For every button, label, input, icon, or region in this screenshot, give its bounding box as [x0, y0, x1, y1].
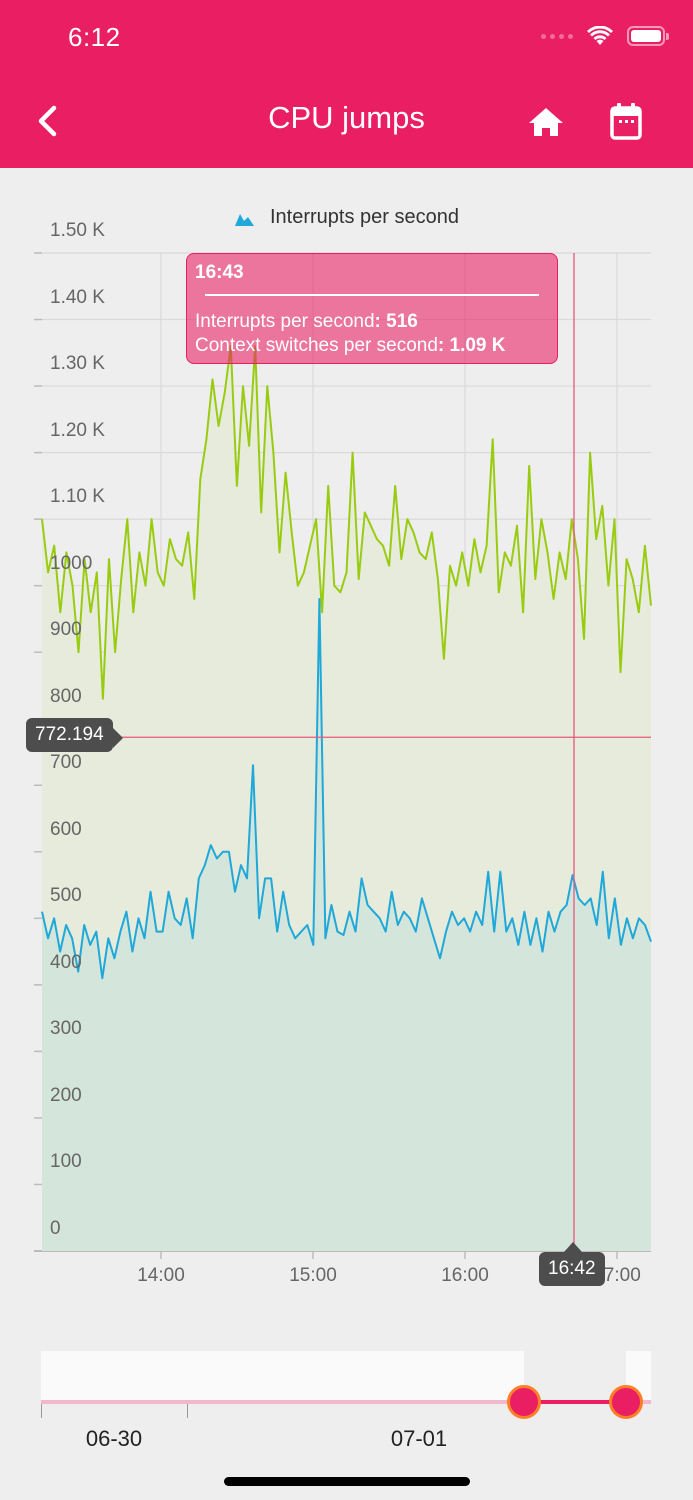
status-time: 6:12 [68, 22, 121, 52]
y-tick-label: 200 [50, 1084, 82, 1106]
line-chart[interactable] [0, 168, 693, 1328]
area-chart-icon [235, 213, 254, 226]
navigator-tick [187, 1404, 188, 1418]
page-title: CPU jumps [268, 100, 425, 135]
y-tick-label: 700 [50, 752, 82, 774]
tooltip-row-interrupts: Interrupts per second: 516 [195, 311, 418, 332]
calendar-icon [610, 103, 642, 140]
home-button[interactable] [525, 102, 567, 142]
y-tick-label: 1000 [50, 552, 93, 574]
y-tick-label: 100 [50, 1151, 82, 1173]
navigator-handle-left[interactable] [507, 1385, 541, 1419]
navigator-selected-range[interactable] [524, 1400, 626, 1404]
navigator-label: 07-01 [390, 1426, 448, 1451]
y-tick-label: 300 [50, 1018, 82, 1040]
cell-signal-icon [541, 33, 573, 39]
calendar-button[interactable] [605, 100, 647, 144]
chart-area[interactable]: Interrupts per second 0 100 200 300 400 500 60… [0, 168, 693, 1328]
tooltip-time: 16:43 [195, 262, 244, 283]
x-tick-label: 15:00 [289, 1265, 337, 1286]
back-button[interactable] [30, 98, 70, 144]
y-tick-label: 0 [50, 1218, 61, 1239]
series-areas [41, 345, 652, 1252]
y-tick-label: 900 [50, 619, 82, 641]
crosshair-y-label: 772.194 [26, 718, 123, 752]
x-tick-label: 14:00 [137, 1265, 185, 1286]
navigator-unselected-left [41, 1351, 524, 1403]
legend-label: Interrupts per second [270, 206, 459, 228]
crosshair-x-label: 16:42 [539, 1242, 605, 1286]
y-tick-label: 800 [50, 685, 82, 707]
battery-icon [627, 26, 669, 46]
y-tick-label: 600 [50, 818, 82, 840]
y-tick-label: 400 [50, 951, 82, 973]
home-indicator [224, 1477, 470, 1486]
y-tick-label: 1.30 K [50, 353, 105, 375]
chart-legend[interactable]: Interrupts per second [0, 206, 693, 229]
navigator-label: 06-30 [85, 1426, 143, 1451]
navigator-track[interactable] [41, 1400, 651, 1404]
y-tick-label: 1.50 K [50, 220, 105, 241]
home-icon [529, 108, 563, 136]
chevron-left-icon [38, 105, 57, 137]
crosshair-lines [118, 253, 651, 1247]
app-header: 6:12 CPU jumps [0, 0, 693, 168]
navigator-tick [41, 1404, 42, 1418]
x-tick-label: 16:00 [441, 1265, 489, 1286]
tooltip-divider [205, 294, 539, 296]
y-tick-label: 1.20 K [50, 419, 105, 441]
status-icons [541, 26, 669, 46]
tooltip-row-context-switches: Context switches per second: 1.09 K [195, 335, 506, 356]
y-tick-label: 1.40 K [50, 286, 105, 308]
data-tooltip: 16:43 Interrupts per second: 516 Context… [186, 253, 558, 364]
range-navigator[interactable]: 06-30 07-01 [0, 1330, 693, 1460]
y-tick-label: 1.10 K [50, 486, 105, 508]
x-tick-label: 17:00 [593, 1265, 641, 1286]
y-tick-label: 500 [50, 885, 82, 907]
wifi-icon [587, 26, 613, 45]
navigator-handle-right[interactable] [609, 1385, 643, 1419]
